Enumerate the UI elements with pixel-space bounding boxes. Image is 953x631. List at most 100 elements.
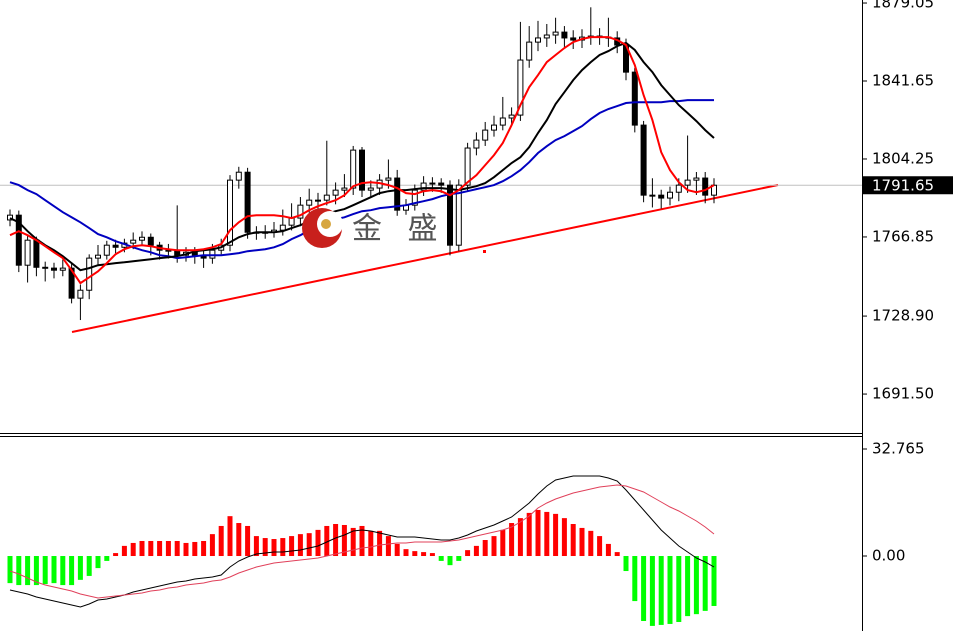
histogram-bar [253, 536, 259, 557]
histogram-bar [570, 524, 576, 557]
histogram-bar [157, 540, 163, 557]
candle-body [359, 149, 365, 191]
histogram-bar [95, 556, 101, 569]
histogram-bar [86, 556, 92, 576]
candle-body [288, 217, 295, 226]
histogram-bar [209, 534, 215, 557]
histogram-bar [245, 525, 251, 557]
histogram-bar [236, 523, 242, 557]
candle-body [130, 239, 137, 244]
candle-body [42, 266, 49, 269]
candle-body [394, 177, 401, 211]
histogram-bar [667, 556, 673, 624]
histogram-bar [201, 540, 207, 557]
histogram-bar [597, 536, 603, 557]
macd-line [9, 475, 715, 608]
candle-body [543, 34, 550, 39]
price-label: 1791.65 [872, 177, 934, 195]
histogram-bar [614, 552, 620, 557]
histogram-bar [33, 556, 39, 586]
histogram-bar [711, 556, 717, 606]
histogram-bar [623, 556, 629, 572]
moving-average-line [9, 99, 714, 260]
histogram-bar [324, 525, 330, 557]
histogram-bar [500, 529, 506, 557]
candle-body [561, 31, 568, 39]
histogram-bar [315, 529, 321, 557]
histogram-bar [658, 556, 664, 625]
candle-body [24, 239, 31, 266]
candle-body [411, 189, 418, 206]
macd-line [9, 484, 715, 599]
histogram-bar [350, 527, 356, 557]
histogram-bar [368, 530, 374, 557]
histogram-bar [491, 536, 497, 557]
candle-body [112, 244, 119, 248]
watermark-logo: 金 盛 [302, 208, 438, 248]
candle-body [675, 184, 682, 193]
histogram-bar [702, 556, 708, 611]
histogram-bar [421, 552, 427, 557]
histogram-bar [676, 556, 682, 622]
y-tick-label: 1804.25 [872, 149, 934, 167]
y-tick-label: 1691.50 [872, 385, 934, 403]
moving-average-line [9, 36, 715, 285]
candle-body [209, 249, 216, 259]
histogram-bar [482, 540, 488, 557]
candle-body [315, 199, 321, 202]
histogram-bar [271, 539, 277, 557]
candle-body [447, 184, 453, 246]
candle-body [59, 267, 66, 271]
histogram-bar [113, 553, 119, 557]
candle-body [7, 214, 13, 221]
histogram-bar [438, 556, 444, 561]
candle-body [570, 37, 577, 41]
candle-body [297, 204, 304, 219]
y-tick-label: 1841.65 [872, 72, 934, 90]
candle-body [68, 267, 75, 299]
histogram-bar [192, 541, 198, 557]
logo-dot [321, 219, 331, 229]
histogram-bar [297, 534, 303, 557]
histogram-bar [588, 530, 594, 557]
histogram-bar [130, 542, 136, 557]
histogram-bar [394, 543, 400, 557]
histogram-bar [25, 556, 31, 586]
candle-body [702, 177, 709, 196]
candle-body [491, 124, 497, 131]
histogram-bar [693, 556, 699, 615]
histogram-bar [262, 538, 268, 557]
histogram-bar [579, 527, 585, 557]
candle-body [482, 129, 489, 141]
histogram-bar [535, 509, 541, 557]
candle-body [103, 244, 110, 256]
candle-body [323, 194, 330, 201]
candle-body [341, 187, 348, 191]
histogram-bar [280, 538, 286, 557]
candle-body [552, 31, 559, 36]
candle-body [332, 189, 339, 196]
candle-body [526, 41, 533, 61]
histogram-bar [509, 523, 515, 557]
histogram-bar [517, 518, 523, 557]
marker-dot [483, 250, 486, 253]
candle-body [15, 214, 22, 266]
histogram-bar [60, 556, 66, 586]
histogram-bar [341, 524, 347, 557]
y-tick-label: 1879.05 [872, 0, 934, 12]
candle-body [438, 182, 445, 186]
candle-body [227, 179, 233, 246]
candle-body [77, 289, 84, 299]
candle-body [350, 149, 357, 189]
candle-body [667, 191, 673, 199]
histogram-bar [465, 550, 471, 557]
y-tick-label: 1728.90 [872, 307, 934, 325]
histogram-bar [289, 536, 295, 557]
candle-body [279, 224, 286, 231]
candle-body [640, 124, 647, 196]
candle-body [649, 194, 656, 197]
candle-body [455, 184, 462, 246]
histogram-bar [685, 556, 691, 617]
